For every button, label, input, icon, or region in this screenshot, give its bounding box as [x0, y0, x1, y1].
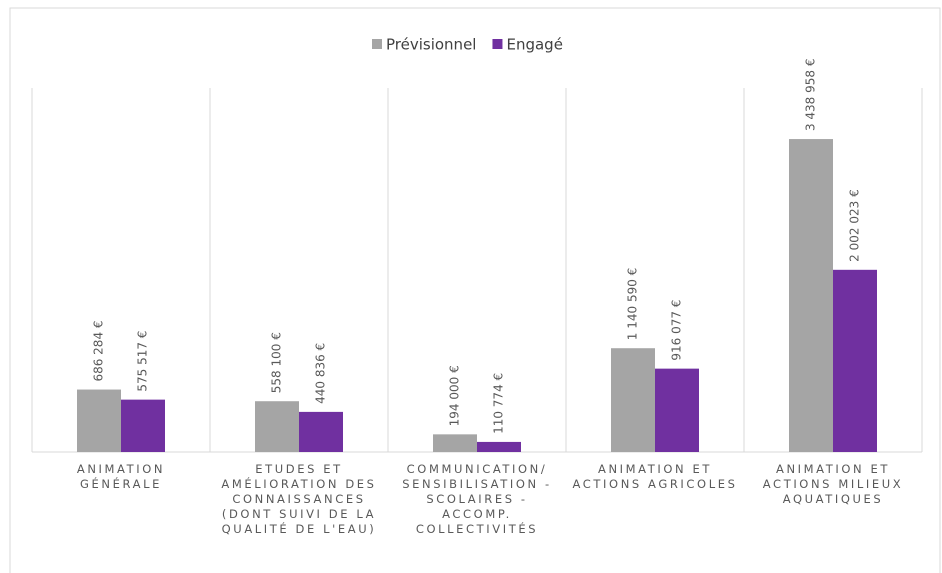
x-tick-label: ANIMATION ET ACTIONS AGRICOLES	[572, 462, 738, 491]
bar	[255, 401, 299, 452]
legend-swatch	[492, 39, 503, 49]
bar	[77, 389, 121, 452]
bar	[833, 269, 877, 452]
bar	[299, 411, 343, 452]
x-tick-label: ANIMATION GÉNÉRALE	[76, 462, 166, 491]
data-label: 575 517 €	[136, 331, 150, 392]
chart-frame	[9, 7, 941, 573]
data-label: 558 100 €	[270, 332, 284, 393]
data-label: 440 836 €	[314, 343, 328, 404]
data-label: 2 002 023 €	[848, 189, 862, 262]
legend-swatch	[372, 39, 382, 49]
data-label: 110 774 €	[492, 373, 506, 434]
bar	[611, 348, 655, 452]
x-tick-label: ETUDES ET AMÉLIORATION DES CONNAISSANCES…	[221, 462, 377, 536]
x-tick-label: ANIMATION ET ACTIONS MILIEUX AQUATIQUES	[762, 462, 904, 506]
bar	[789, 139, 833, 453]
legend-text: Engagé	[506, 36, 562, 54]
data-label: 3 438 958 €	[804, 59, 818, 132]
bar	[433, 434, 477, 452]
bar	[121, 399, 165, 452]
x-tick-label: COMMUNICATION/ SENSIBILISATION - SCOLAIR…	[402, 462, 552, 536]
data-label: 916 077 €	[670, 300, 684, 361]
legend-text: Prévisionnel	[386, 36, 476, 54]
data-label: 194 000 €	[448, 365, 462, 426]
bar	[477, 441, 521, 452]
data-label: 1 140 590 €	[626, 268, 640, 341]
data-label: 686 284 €	[92, 320, 106, 381]
bar	[655, 368, 699, 452]
